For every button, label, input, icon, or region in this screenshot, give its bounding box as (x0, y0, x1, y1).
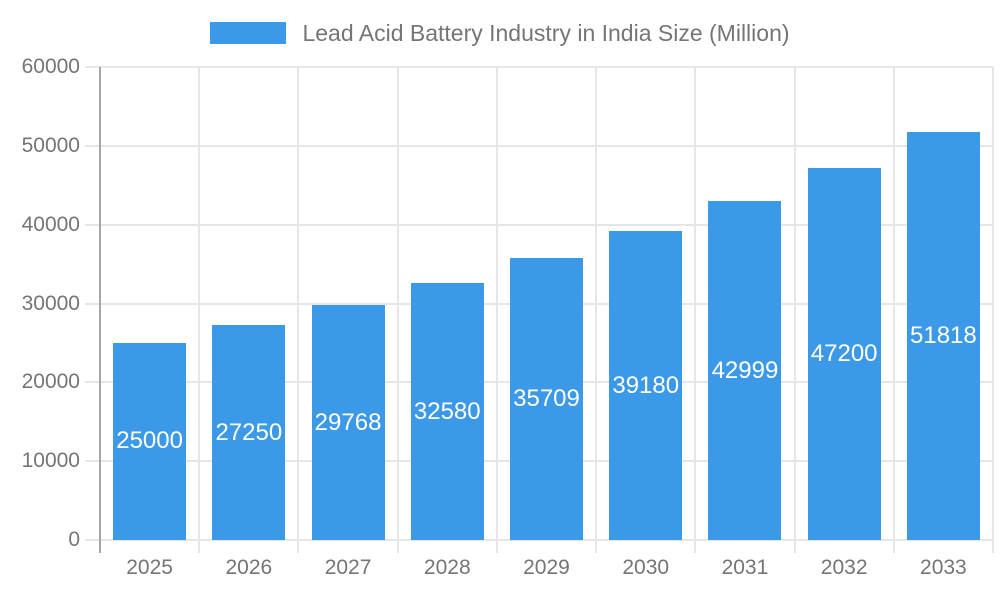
legend-label: Lead Acid Battery Industry in India Size… (302, 19, 790, 46)
y-axis-tick-label: 60000 (21, 55, 80, 78)
x-axis-label-2025: 2025 (126, 556, 173, 579)
x-axis-label-2029: 2029 (523, 556, 570, 579)
bar-2028[interactable]: 32580 (410, 283, 484, 540)
bar-value-label: 47200 (810, 339, 878, 367)
y-axis-tick-label: 10000 (21, 449, 80, 473)
v-gridline (992, 67, 994, 553)
bar-value-label: 27250 (215, 418, 283, 446)
v-gridline (198, 67, 201, 553)
legend-swatch (210, 22, 287, 44)
chart-legend[interactable]: Lead Acid Battery Industry in India Size… (0, 20, 1000, 46)
x-axis-label-2026: 2026 (225, 556, 273, 579)
bar-value-label: 51818 (910, 321, 977, 349)
bar-2029[interactable]: 35709 (510, 258, 583, 540)
y-axis-tick-label: 20000 (21, 370, 80, 394)
x-axis-label-2028: 2028 (423, 556, 471, 579)
v-gridline (793, 67, 796, 553)
h-gridline-60000 (85, 66, 993, 68)
bar-2026[interactable]: 27250 (212, 325, 286, 540)
bar-value-label: 35709 (513, 385, 580, 413)
x-axis-label-2027: 2027 (324, 556, 372, 579)
y-axis-line (99, 67, 101, 553)
bar-2032[interactable]: 47200 (807, 167, 881, 540)
v-gridline (892, 67, 895, 553)
x-axis-label-2031: 2031 (721, 556, 769, 579)
v-gridline (396, 67, 399, 553)
x-axis-label-2030: 2030 (622, 556, 670, 579)
v-gridline (297, 67, 300, 553)
bar-2033[interactable]: 51818 (906, 131, 980, 540)
x-axis-label-2032: 2032 (820, 556, 868, 579)
h-gridline-50000 (85, 144, 993, 147)
bar-2025[interactable]: 25000 (113, 342, 187, 540)
bar-2027[interactable]: 29768 (311, 305, 385, 540)
y-axis-tick-label: 30000 (21, 291, 80, 315)
h-gridline-0 (85, 539, 993, 541)
v-gridline (595, 67, 598, 553)
bar-value-label: 39180 (612, 371, 680, 399)
y-axis-tick-label: 50000 (21, 133, 80, 157)
bar-value-label: 32580 (413, 397, 481, 425)
v-gridline (495, 67, 498, 553)
bar-value-label: 42999 (711, 356, 779, 384)
bar-value-label: 29768 (314, 408, 382, 436)
v-gridline (694, 67, 697, 553)
bar-2031[interactable]: 42999 (708, 201, 782, 540)
y-axis-tick-label: 0 (68, 528, 80, 551)
x-axis-label-2033: 2033 (920, 556, 967, 579)
h-gridline-40000 (85, 223, 993, 226)
bar-value-label: 25000 (116, 427, 183, 455)
y-axis-tick-label: 40000 (21, 212, 80, 236)
bar-2030[interactable]: 39180 (609, 231, 683, 540)
